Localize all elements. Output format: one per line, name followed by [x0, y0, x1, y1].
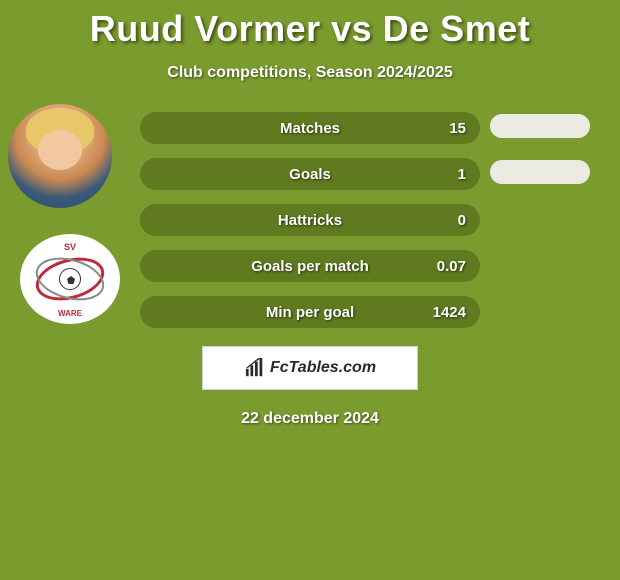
player-left-club-logo: SV WARE — [20, 234, 120, 324]
stat-right-pill — [490, 114, 590, 138]
branding-box: FcTables.com — [202, 346, 418, 390]
comparison-content: SV WARE Matches 15 Goals 1 Hattricks 0 G… — [0, 112, 620, 428]
club-logo-ball-icon — [59, 268, 81, 290]
stat-bar-hattricks: Hattricks 0 — [140, 204, 480, 236]
stat-bar-min-per-goal: Min per goal 1424 — [140, 296, 480, 328]
stat-row: Goals per match 0.07 — [140, 250, 600, 282]
club-logo-text-bottom: WARE — [35, 309, 105, 318]
footer-date: 22 december 2024 — [0, 410, 620, 428]
stat-value: 0 — [458, 212, 466, 229]
stat-value: 0.07 — [437, 258, 466, 275]
branding-text: FcTables.com — [270, 359, 376, 377]
stat-bar-matches: Matches 15 — [140, 112, 480, 144]
club-logo-text-top: SV — [35, 242, 105, 252]
player-left-avatar — [8, 104, 112, 208]
stat-label: Matches — [140, 120, 480, 137]
stat-value: 15 — [449, 120, 466, 137]
stat-row: Matches 15 — [140, 112, 600, 144]
subtitle: Club competitions, Season 2024/2025 — [0, 64, 620, 82]
stat-label: Hattricks — [140, 212, 480, 229]
stat-value: 1424 — [433, 304, 466, 321]
stat-label: Goals per match — [140, 258, 480, 275]
page-title: Ruud Vormer vs De Smet — [0, 0, 620, 50]
stat-bar-goals-per-match: Goals per match 0.07 — [140, 250, 480, 282]
bar-chart-icon — [244, 358, 266, 378]
stat-value: 1 — [458, 166, 466, 183]
stat-right-pill — [490, 160, 590, 184]
club-logo-graphic: SV WARE — [35, 244, 105, 314]
stat-row: Goals 1 — [140, 158, 600, 190]
stat-row: Hattricks 0 — [140, 204, 600, 236]
stat-label: Min per goal — [140, 304, 480, 321]
stat-label: Goals — [140, 166, 480, 183]
stat-bar-goals: Goals 1 — [140, 158, 480, 190]
stat-row: Min per goal 1424 — [140, 296, 600, 328]
